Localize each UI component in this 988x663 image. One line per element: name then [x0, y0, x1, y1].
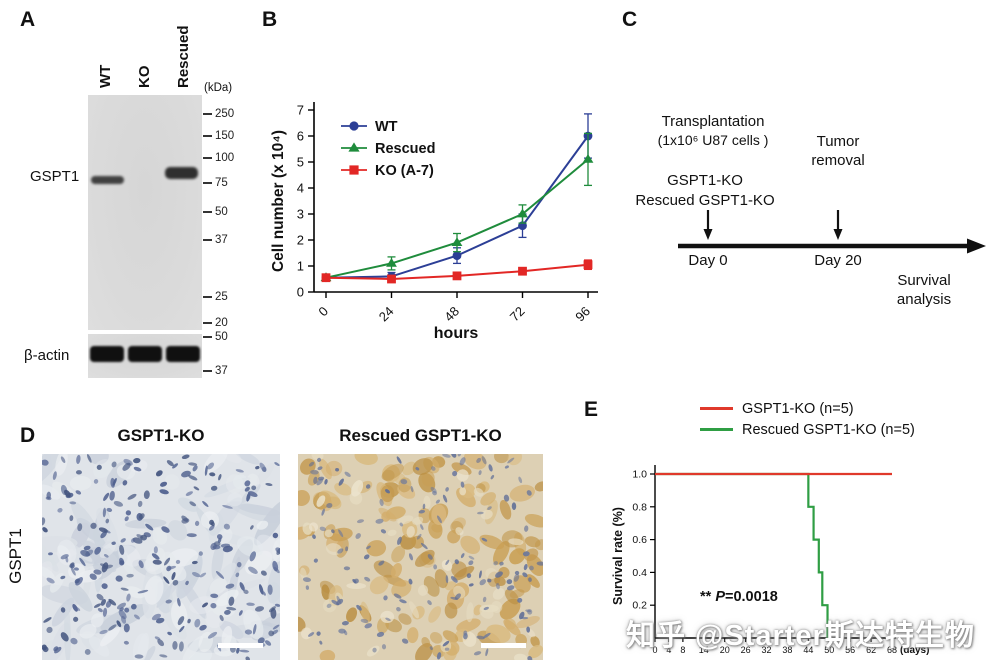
legend-label-rescued: Rescued GSPT1-KO (n=5) — [742, 421, 915, 438]
svg-text:56: 56 — [845, 645, 855, 655]
svg-text:6: 6 — [297, 129, 304, 144]
svg-text:KO (A-7): KO (A-7) — [375, 163, 434, 179]
mw-marker-250: 250 — [203, 107, 234, 121]
ihc-image-gspt1-ko — [42, 454, 280, 660]
mw-marker-150: 150 — [203, 129, 234, 143]
svg-text:Survival rate (%): Survival rate (%) — [612, 507, 625, 605]
gspt1-blot — [88, 95, 202, 330]
svg-text:50: 50 — [824, 645, 834, 655]
svg-text:24: 24 — [376, 304, 397, 325]
transplantation-label: Transplantation — [661, 113, 765, 130]
mw-marker-25: 25 — [203, 290, 228, 304]
actin-band-rescued — [166, 346, 200, 362]
panel-d-label: D — [20, 424, 36, 447]
svg-text:38: 38 — [782, 645, 792, 655]
svg-text:62: 62 — [866, 645, 876, 655]
survival-analysis-label: Survival analysis — [896, 272, 952, 308]
svg-text:hours: hours — [434, 325, 479, 342]
legend-row-ko: GSPT1-KO (n=5) — [700, 398, 915, 419]
panel-b-label: B — [262, 8, 278, 31]
mw-marker-37: 37 — [203, 364, 228, 378]
svg-text:4: 4 — [297, 181, 304, 196]
svg-text:7: 7 — [297, 103, 304, 118]
actin-blot — [88, 334, 202, 378]
pvalue-p: P — [715, 589, 725, 605]
kda-unit-label: (kDa) — [204, 82, 233, 94]
svg-text:4: 4 — [666, 645, 671, 655]
gspt1-band-rescued — [165, 167, 198, 179]
pvalue-annotation: ** P=0.0018 — [700, 589, 778, 605]
svg-text:1: 1 — [297, 259, 304, 274]
survival-chart: 0.2 0.4 0.6 0.8 1.0 0 4 8 14 20 26 32 38 44 50 56 62 68 (d… — [612, 465, 929, 656]
svg-text:0.8: 0.8 — [632, 501, 647, 513]
legend-label-ko: GSPT1-KO (n=5) — [742, 400, 854, 417]
gspt1-band-wt — [91, 176, 124, 184]
tumor-removal-label: Tumor removal — [811, 133, 865, 169]
mw-marker-50: 50 — [203, 205, 228, 219]
svg-text:2: 2 — [297, 233, 304, 248]
legend-line-ko — [700, 407, 733, 410]
mw-marker-37: 37 — [203, 233, 228, 247]
svg-text:26: 26 — [741, 645, 751, 655]
svg-text:3: 3 — [297, 207, 304, 222]
cell-dose-label: (1x10⁶ U87 cells ) — [657, 132, 769, 148]
day0-label: Day 0 — [688, 252, 728, 269]
timeline-arrow-diagram — [678, 210, 986, 254]
ihc-row-label: GSPT1 — [6, 528, 25, 584]
svg-text:68: 68 — [887, 645, 897, 655]
svg-text:Cell number (x 10⁴): Cell number (x 10⁴) — [270, 130, 287, 272]
zhihu-watermark: 知乎 @Starter斯达特生物 — [626, 620, 975, 652]
lane-label-rescued: Rescued — [175, 25, 192, 88]
mw-marker-75: 75 — [203, 176, 228, 190]
svg-text:48: 48 — [441, 304, 462, 325]
lane-label-wt: WT — [97, 64, 114, 88]
svg-text:72: 72 — [507, 304, 528, 325]
legend-row-rescued: Rescued GSPT1-KO (n=5) — [700, 419, 915, 440]
actin-band-wt — [90, 346, 124, 362]
actin-blot-label: β-actin — [24, 347, 70, 364]
group-rescued-label: Rescued GSPT1-KO — [635, 192, 775, 209]
svg-text:0.6: 0.6 — [632, 534, 647, 546]
ihc-title-ko: GSPT1-KO — [117, 426, 205, 445]
svg-text:0: 0 — [652, 645, 657, 655]
proliferation-chart: 0 1 2 3 4 5 6 7 0 24 48 72 96 hours Cell number (x 10⁴… — [270, 102, 598, 342]
gspt1-blot-label: GSPT1 — [30, 168, 80, 185]
survival-legend: GSPT1-KO (n=5) Rescued GSPT1-KO (n=5) — [700, 398, 915, 440]
group-ko-label: GSPT1-KO — [667, 172, 743, 189]
svg-text:0: 0 — [297, 285, 304, 300]
svg-text:Rescued: Rescued — [375, 141, 435, 157]
panel-e-label: E — [584, 398, 599, 421]
panel-c-label: C — [622, 8, 638, 31]
mw-marker-100: 100 — [203, 151, 234, 165]
pvalue-stars: ** — [700, 589, 716, 605]
svg-text:96: 96 — [572, 304, 593, 325]
svg-text:0.2: 0.2 — [632, 600, 647, 612]
svg-text:14: 14 — [699, 645, 709, 655]
svg-text:1.0: 1.0 — [632, 469, 647, 481]
actin-band-ko — [128, 346, 162, 362]
svg-text:32: 32 — [762, 645, 772, 655]
svg-text:44: 44 — [803, 645, 813, 655]
legend-line-rescued — [700, 428, 733, 431]
panel-a-label: A — [20, 8, 36, 31]
svg-text:20: 20 — [720, 645, 730, 655]
svg-text:5: 5 — [297, 155, 304, 170]
ihc-title-rescued: Rescued GSPT1-KO — [339, 426, 502, 445]
day20-label: Day 20 — [814, 252, 862, 269]
svg-text:0.4: 0.4 — [632, 567, 647, 579]
svg-text:0: 0 — [315, 304, 331, 320]
svg-text:WT: WT — [375, 119, 398, 135]
pvalue-number: =0.0018 — [725, 589, 778, 605]
mw-marker-50: 50 — [203, 330, 228, 344]
mw-marker-20: 20 — [203, 316, 228, 330]
lane-label-ko: KO — [136, 65, 153, 89]
svg-text:8: 8 — [680, 645, 685, 655]
ihc-image-rescued — [298, 454, 543, 660]
svg-text:(days): (days) — [900, 645, 929, 656]
